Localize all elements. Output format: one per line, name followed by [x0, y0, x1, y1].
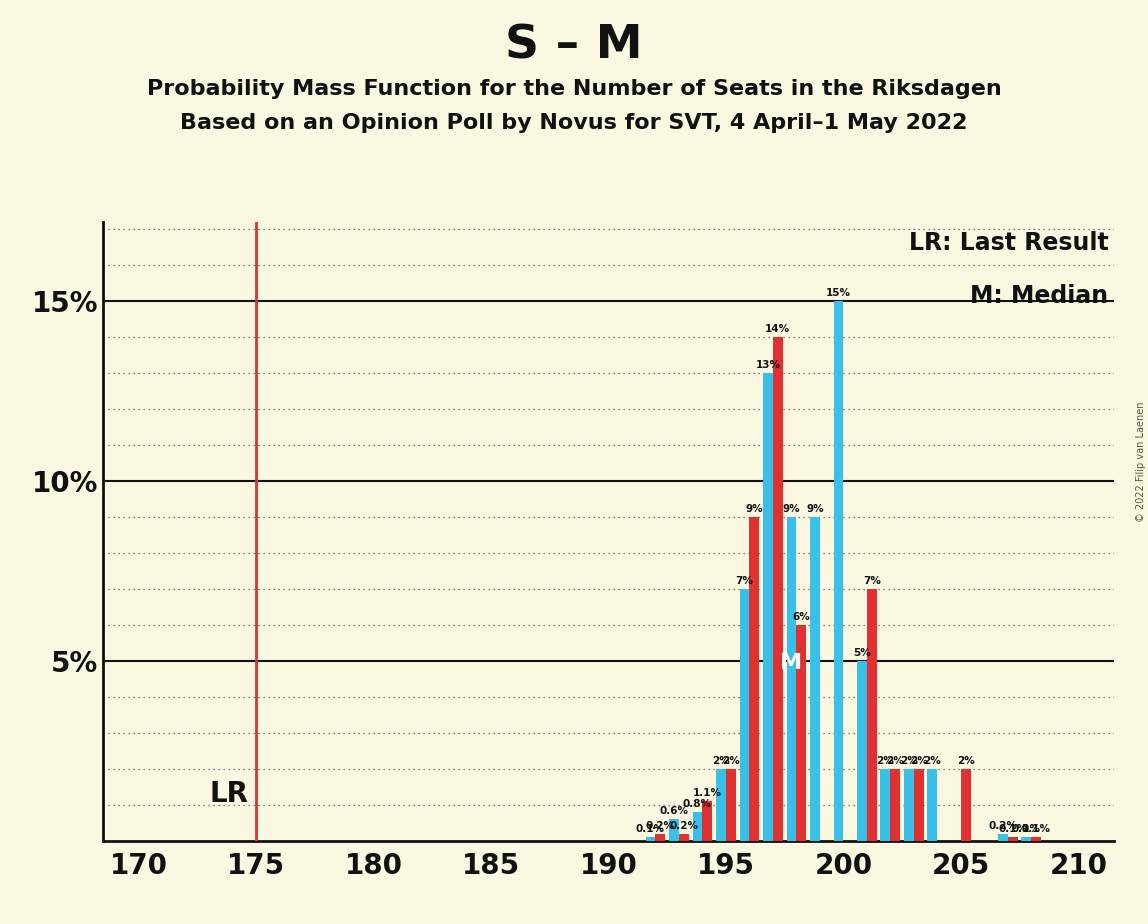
Text: 9%: 9%	[806, 504, 824, 514]
Text: 0.8%: 0.8%	[683, 799, 712, 809]
Bar	[692, 812, 703, 841]
Bar	[914, 769, 924, 841]
Bar	[881, 769, 891, 841]
Text: 13%: 13%	[755, 360, 781, 370]
Text: © 2022 Filip van Laenen: © 2022 Filip van Laenen	[1135, 402, 1146, 522]
Bar	[1031, 837, 1041, 841]
Bar	[810, 517, 820, 841]
Text: M: M	[781, 652, 802, 673]
Bar	[716, 769, 726, 841]
Text: 7%: 7%	[863, 576, 881, 586]
Text: Probability Mass Function for the Number of Seats in the Riksdagen: Probability Mass Function for the Number…	[147, 79, 1001, 99]
Text: 0.2%: 0.2%	[669, 821, 698, 831]
Bar	[678, 833, 689, 841]
Text: 9%: 9%	[745, 504, 763, 514]
Bar	[891, 769, 900, 841]
Text: 0.6%: 0.6%	[659, 807, 689, 817]
Text: S – M: S – M	[505, 23, 643, 68]
Text: LR: Last Result: LR: Last Result	[909, 231, 1109, 255]
Text: 0.1%: 0.1%	[999, 824, 1027, 834]
Bar	[1008, 837, 1018, 841]
Bar	[763, 373, 773, 841]
Bar	[928, 769, 938, 841]
Text: 0.2%: 0.2%	[988, 821, 1017, 831]
Bar	[669, 820, 678, 841]
Text: 2%: 2%	[923, 756, 941, 766]
Text: LR: LR	[210, 780, 249, 808]
Text: 0.1%: 0.1%	[1022, 824, 1050, 834]
Text: 2%: 2%	[712, 756, 730, 766]
Text: 2%: 2%	[900, 756, 917, 766]
Text: 7%: 7%	[736, 576, 753, 586]
Bar	[773, 337, 783, 841]
Bar	[858, 661, 867, 841]
Text: 0.2%: 0.2%	[646, 821, 675, 831]
Bar	[739, 589, 750, 841]
Bar	[786, 517, 797, 841]
Bar	[998, 833, 1008, 841]
Bar	[656, 833, 666, 841]
Bar	[903, 769, 914, 841]
Bar	[726, 769, 736, 841]
Text: 15%: 15%	[825, 288, 851, 298]
Bar	[703, 801, 712, 841]
Text: 0.1%: 0.1%	[636, 824, 665, 834]
Text: 6%: 6%	[792, 612, 810, 622]
Text: 2%: 2%	[886, 756, 905, 766]
Text: 2%: 2%	[910, 756, 928, 766]
Text: 2%: 2%	[957, 756, 975, 766]
Bar	[645, 837, 656, 841]
Bar	[867, 589, 877, 841]
Bar	[1022, 837, 1031, 841]
Bar	[961, 769, 971, 841]
Text: 14%: 14%	[766, 324, 790, 334]
Text: 1.1%: 1.1%	[693, 788, 722, 798]
Text: 9%: 9%	[783, 504, 800, 514]
Text: 5%: 5%	[853, 648, 871, 658]
Bar	[797, 625, 806, 841]
Text: Based on an Opinion Poll by Novus for SVT, 4 April–1 May 2022: Based on an Opinion Poll by Novus for SV…	[180, 113, 968, 133]
Text: 2%: 2%	[722, 756, 739, 766]
Text: M: Median: M: Median	[970, 284, 1109, 308]
Text: 2%: 2%	[877, 756, 894, 766]
Bar	[833, 301, 844, 841]
Bar	[750, 517, 759, 841]
Text: 0.1%: 0.1%	[1011, 824, 1041, 834]
